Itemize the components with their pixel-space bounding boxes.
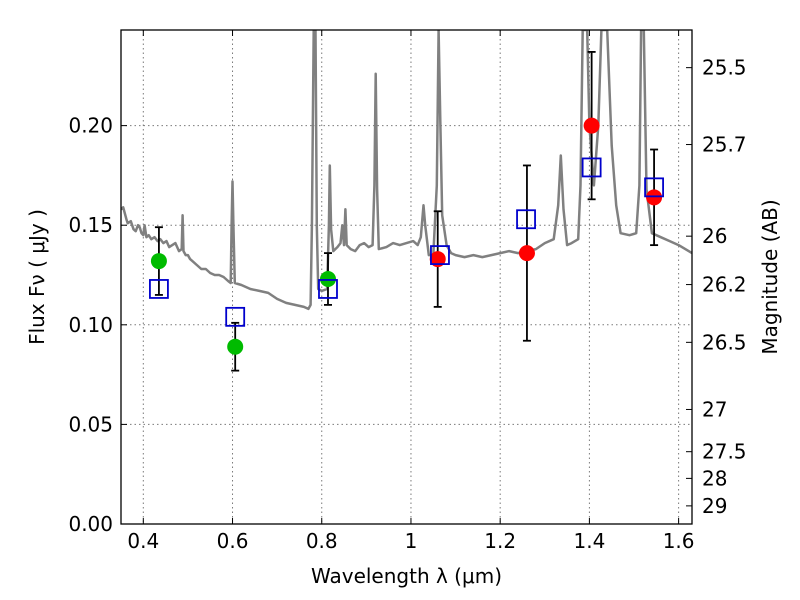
x-tick-label: 0.8 [306,529,338,553]
y-tick-label: 0.00 [68,512,113,536]
magnitude-tick-label: 28 [702,466,727,490]
y-axis-label: Flux Fν ( μJy ) [25,209,49,345]
x-axis-label: Wavelength λ (μm) [311,564,502,588]
axis-ticks: 0.4 0.6 0.8 1 1.2 1.4 1.6 0.00 0.05 0.10 0.15 0.20 2… [68,30,747,553]
magnitude-tick-label: 25.5 [702,56,747,80]
x-tick-label: 1 [405,529,418,553]
observed-flux-point [583,117,600,134]
observed-flux-point [646,189,663,206]
model-flux-square [516,209,536,230]
y-tick-label: 0.10 [68,313,113,337]
magnitude-tick-label: 27.5 [702,440,747,464]
grid-lines [121,30,692,525]
observed-flux-point [319,270,336,287]
x-tick-label: 1.4 [573,529,605,553]
x-tick-label: 1.2 [484,529,516,553]
right-y-axis-label: Magnitude (AB) [758,199,782,354]
x-tick-label: 0.4 [127,529,159,553]
y-tick-label: 0.20 [68,114,113,138]
magnitude-tick-label: 25.7 [702,133,747,157]
observed-flux-point [429,251,446,268]
model-flux-square [318,279,338,299]
magnitude-tick-label: 29 [702,494,727,518]
magnitude-tick-label: 26.2 [702,273,747,297]
magnitude-tick-label: 26.5 [702,330,747,354]
data-markers-layer [149,117,664,355]
model-spectrum-line [121,30,692,311]
plot-area-frame [120,29,693,525]
observed-flux-point [518,245,535,262]
model-spectrum-layer [121,30,692,311]
observed-flux-point [150,253,167,270]
model-flux-square [225,306,246,327]
magnitude-tick-label: 26 [702,224,727,248]
model-flux-square [644,177,664,198]
model-flux-square [149,279,169,299]
x-tick-label: 1.6 [663,529,695,553]
observed-flux-point [227,338,244,355]
model-flux-square [581,157,602,178]
magnitude-tick-label: 27 [702,397,727,421]
model-flux-square [430,245,450,265]
y-tick-label: 0.15 [68,213,113,237]
x-tick-label: 0.6 [217,529,249,553]
y-tick-label: 0.05 [68,412,113,436]
